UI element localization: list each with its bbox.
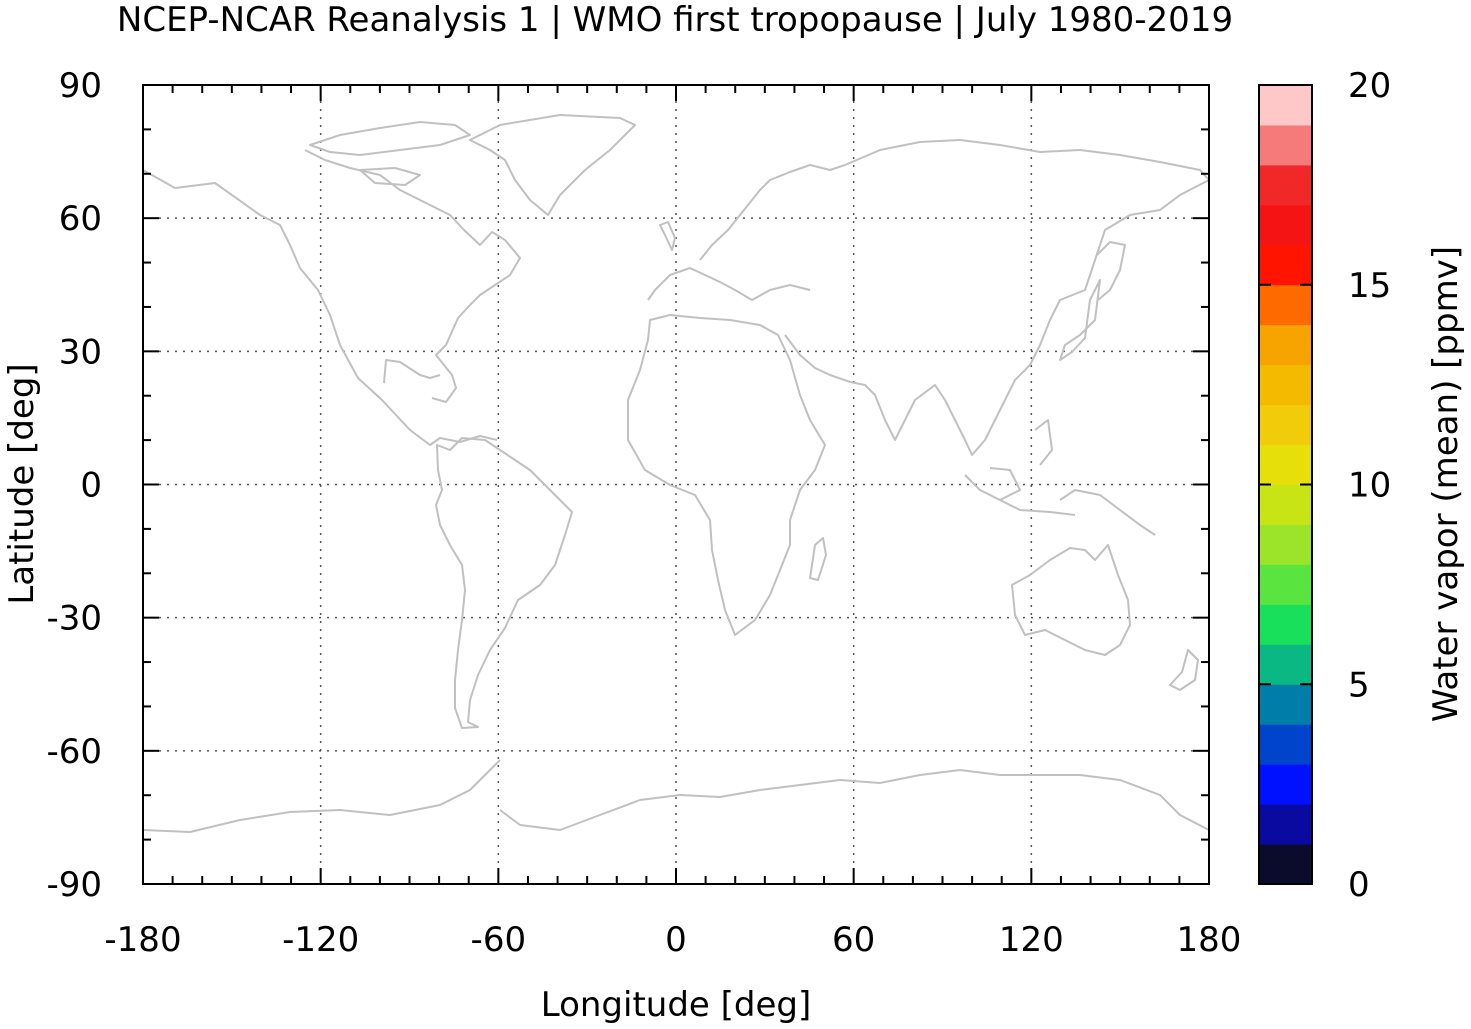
colorbar-label: Water vapor (mean) [ppmv] [1426, 246, 1466, 722]
y-tick-label: -90 [46, 865, 102, 905]
x-tick-label: 120 [999, 920, 1064, 960]
colorbar-bin [1259, 324, 1312, 366]
coast-arctic-islands [309, 121, 471, 186]
coast-se-asia-islands [964, 419, 1156, 536]
colorbar-tick-label: 5 [1348, 665, 1370, 705]
colorbar-bin [1259, 524, 1312, 565]
coast-asia [784, 139, 1210, 456]
coast-south-america [435, 437, 573, 729]
colorbar-bin [1259, 164, 1312, 206]
x-axis-label: Longitude [deg] [541, 985, 812, 1025]
colorbar-tick-label: 20 [1348, 66, 1391, 106]
colorbar-bin [1259, 484, 1312, 525]
x-tick-label: 180 [1177, 920, 1242, 960]
colorbar-bin [1259, 85, 1312, 126]
colorbar-bin [1259, 844, 1312, 885]
coast-antarctica [142, 759, 1210, 833]
colorbar-bin [1259, 604, 1312, 645]
colorbar-bin [1259, 404, 1312, 446]
colorbar-ticks: 0 5 10 15 20 [1259, 66, 1391, 905]
colorbar-bin [1259, 284, 1312, 326]
coast-madagascar [809, 537, 827, 581]
colorbar-bin [1259, 804, 1312, 845]
x-tick-label: 60 [832, 920, 875, 960]
coast-europe [647, 164, 846, 301]
y-tick-label: -30 [46, 599, 102, 639]
colorbar-bin [1259, 244, 1312, 286]
colorbar-bin [1259, 124, 1312, 166]
y-tick-label: -60 [46, 732, 102, 772]
coast-australia [1011, 544, 1131, 656]
y-tick-label: 60 [59, 199, 102, 239]
colorbar-bin [1259, 564, 1312, 605]
colorbar: 0 5 10 15 20 Water vapor (mean) [ppmv] [1258, 66, 1466, 905]
coast-greenland [469, 114, 636, 216]
colorbar-bin [1259, 644, 1312, 685]
colorbar-bin [1259, 204, 1312, 246]
x-tick-label: 0 [665, 920, 687, 960]
y-tick-labels: 90 60 30 0 -30 -60 -90 [46, 66, 102, 905]
y-tick-label: 0 [80, 466, 102, 506]
coast-japan [1059, 279, 1101, 361]
x-tick-labels: -180 -120 -60 0 60 120 180 [104, 920, 1241, 960]
colorbar-bin [1259, 724, 1312, 765]
colorbar-tick-label: 15 [1348, 266, 1391, 306]
coast-new-zealand [1169, 649, 1199, 691]
map-plot-area: -180 -120 -60 0 60 120 180 90 60 30 0 -30 -60 -90 [46, 66, 1241, 960]
colorbar-bin [1259, 364, 1312, 406]
colorbar-tick-label: 10 [1348, 466, 1391, 506]
y-axis-label: Latitude [deg] [2, 363, 42, 604]
coastlines [142, 114, 1210, 833]
coast-africa [627, 314, 826, 636]
x-tick-label: -180 [104, 920, 181, 960]
y-tick-label: 90 [59, 66, 102, 106]
grid-lines [143, 85, 1209, 884]
colorbar-bin [1259, 684, 1312, 725]
x-tick-label: -120 [282, 920, 359, 960]
colorbar-bin [1259, 444, 1312, 485]
colorbar-bin [1259, 764, 1312, 805]
plot-background [143, 85, 1209, 884]
colorbar-tick-label: 0 [1348, 865, 1370, 905]
y-tick-label: 30 [59, 332, 102, 372]
x-tick-label: -60 [471, 920, 527, 960]
axis-ticks [142, 84, 1210, 885]
chart-title: NCEP-NCAR Reanalysis 1 | WMO first tropo… [117, 0, 1233, 40]
colorbar-bins [1259, 85, 1312, 885]
